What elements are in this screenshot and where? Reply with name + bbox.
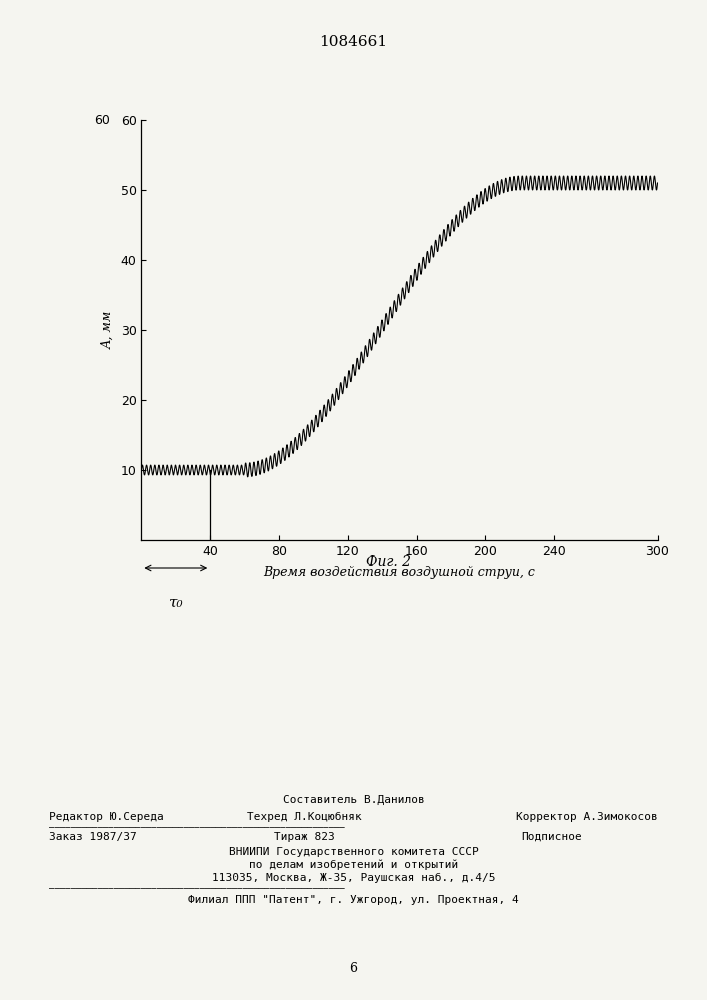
Text: 6: 6 — [349, 962, 358, 975]
Text: ———————————————————————————————————————————————————————: ————————————————————————————————————————… — [49, 823, 345, 832]
Text: Тираж 823: Тираж 823 — [274, 832, 334, 842]
Text: ВНИИПИ Государственного комитета СССР: ВНИИПИ Государственного комитета СССР — [228, 847, 479, 857]
Text: Редактор Ю.Середа: Редактор Ю.Середа — [49, 812, 164, 822]
Text: 113035, Москва, Ж-35, Раушская наб., д.4/5: 113035, Москва, Ж-35, Раушская наб., д.4… — [212, 873, 495, 883]
Text: Корректор А.Зимокосов: Корректор А.Зимокосов — [516, 812, 658, 822]
X-axis label: Время воздействия воздушной струи, с: Время воздействия воздушной струи, с — [264, 566, 535, 579]
Text: 1084661: 1084661 — [320, 35, 387, 49]
Text: по делам изобретений и открытий: по делам изобретений и открытий — [249, 859, 458, 870]
Text: ———————————————————————————————————————————————————————: ————————————————————————————————————————… — [49, 884, 345, 893]
Text: Заказ 1987/37: Заказ 1987/37 — [49, 832, 137, 842]
Text: Фиг. 2: Фиг. 2 — [366, 555, 411, 569]
Text: 60: 60 — [95, 113, 110, 126]
Y-axis label: А, мм: А, мм — [102, 311, 115, 349]
Text: Составитель В.Данилов: Составитель В.Данилов — [283, 795, 424, 805]
Text: τ₀: τ₀ — [168, 596, 183, 610]
Text: Техред Л.Коцюбняк: Техред Л.Коцюбняк — [247, 812, 361, 822]
Text: Подписное: Подписное — [521, 832, 582, 842]
Text: Филиал ППП "Патент", г. Ужгород, ул. Проектная, 4: Филиал ППП "Патент", г. Ужгород, ул. Про… — [188, 895, 519, 905]
